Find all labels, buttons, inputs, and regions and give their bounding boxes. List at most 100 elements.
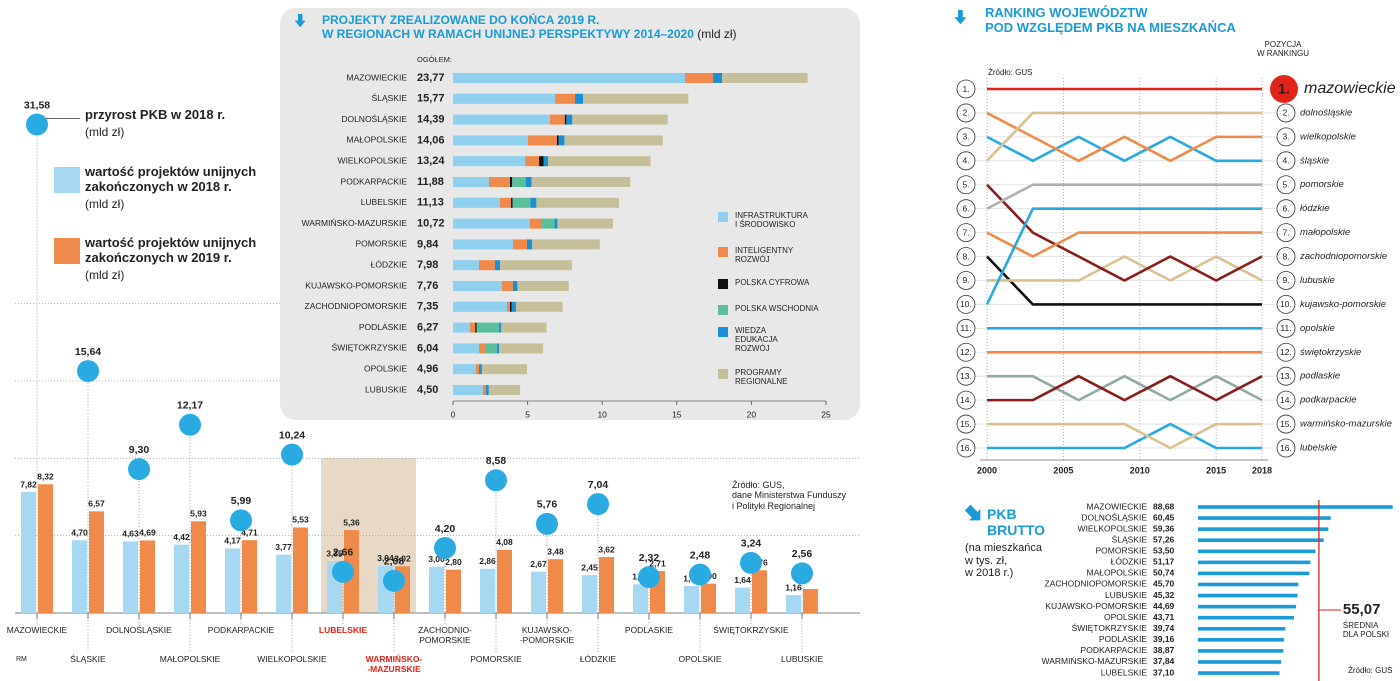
category-label: ZACHODNIOPOMORSKIE [1045,579,1148,589]
rank-line [985,207,1262,305]
bar [446,569,461,613]
growth-dot [281,443,303,466]
bar-segment [453,343,479,354]
bar [701,583,716,613]
bar [582,575,597,613]
series-label: podlaskie [1299,371,1340,382]
rank-badge [1276,199,1296,219]
category-label: POMORSKIE [470,654,522,664]
growth-dot [587,493,609,516]
y-tick-label: 5. [1282,179,1289,189]
series-label: lubuskie [1300,275,1335,286]
bar-segment [539,156,544,167]
value-label: 88,68 [1153,501,1175,511]
legend-swatch [54,238,80,264]
x-tick-label: 25 [821,409,831,419]
growth-dot [26,113,48,136]
bar [1198,615,1294,620]
bar-segment [453,177,489,187]
series-label: warmińsko-mazurskie [1300,419,1392,430]
bar-segment [509,177,513,187]
x-tick-label: 10 [597,409,607,419]
rank-badge [1276,366,1296,386]
rank-badge [956,79,976,99]
growth-dot [230,509,252,532]
series-label: zachodniopomorskie [1299,251,1387,262]
bar [225,548,240,613]
category-label: LUBUSKIE [365,384,407,394]
source-note: Źródło: GUS [988,68,1033,77]
legend-label: POLSKA WSCHODNIA [735,304,819,313]
bar-segment [453,197,500,208]
category-label: ŁÓDZKIE [579,654,617,664]
value-label: 8,32 [37,472,54,482]
bar-segment [453,364,476,375]
growth-dot [536,512,558,535]
bar-segment [509,301,512,312]
category-label: PODKARPACKIE [207,625,275,635]
bar-segment [475,364,479,375]
total-label: 14,39 [417,114,445,126]
bar [276,554,291,613]
y-tick-label: 11. [960,323,971,333]
bar-segment [548,156,651,167]
bar [242,540,257,613]
category-label: OPOLSKIE [364,363,407,373]
category-label: ŁÓDZKIE [1111,557,1148,567]
category-label: ŚLĄSKIE [70,654,106,664]
bar [1198,538,1324,543]
category-label: WARMIŃSKO-MAZURSKIE [1042,656,1148,666]
bar-segment [482,385,486,395]
bar-segment [453,322,471,333]
value-label: 3,00 [428,554,445,564]
value-label: 44,69 [1153,601,1175,611]
series-label: łódzkie [1300,203,1330,214]
rank-badge [1276,294,1296,314]
bar-segment [572,114,668,125]
value-label: 37,10 [1153,667,1175,677]
value-label: 2,80 [445,557,462,567]
legend-label: wartość projektów unijnych zakończonych … [85,235,257,265]
category-label: ŚWIĘTOKRZYSKIE [713,625,789,635]
y-tick-label: 7. [962,227,969,237]
category-label: LUBELSKIE [361,197,408,207]
rank-badge [1276,271,1296,290]
legend-swatch [718,369,728,379]
rank-line [986,111,1262,162]
series-label: opolskie [1300,323,1335,334]
growth-dot [179,413,201,436]
total-label: 11,88 [417,176,444,188]
y-tick-label: 16. [1280,443,1292,453]
category-label: DOLNOŚLĄSKIE [106,625,172,635]
rank-badge [956,175,976,195]
legend-label: POLSKA CYFROWA [735,278,810,287]
bar-segment [536,197,620,208]
bar-segment [532,239,600,250]
growth-dot [128,458,150,481]
category-label: OPOLSKIE [678,654,722,664]
category-label: WIELKOPOLSKIE [257,654,327,664]
bar-segment [512,197,531,208]
legend-swatch [54,167,80,193]
bar [72,540,87,613]
growth-dot [638,566,660,589]
legend-label: WIEDZA EDUKACJA ROZWÓJ [735,326,778,354]
rank-badge [956,414,976,434]
rank-badge [956,342,976,362]
series-label: dolnośląskie [1300,107,1352,118]
value-label: 4,17 [224,536,241,546]
rank-badge [956,103,976,123]
bar [803,589,818,613]
category-label: LUBELSKIE [318,625,368,635]
growth-dot [332,560,354,583]
bar [1198,516,1331,520]
category-label: ŚWIĘTOKRZYSKIE [332,342,408,353]
total-label: 13,24 [417,155,445,167]
rank-line [987,255,1263,282]
value-label: 4,08 [496,537,513,547]
legend-unit: (mld zł) [85,125,125,139]
bar-segment [713,73,723,83]
y-tick-label: 15. [960,419,972,429]
value-label: 2,86 [479,556,496,566]
growth-label: 4,20 [435,523,456,535]
